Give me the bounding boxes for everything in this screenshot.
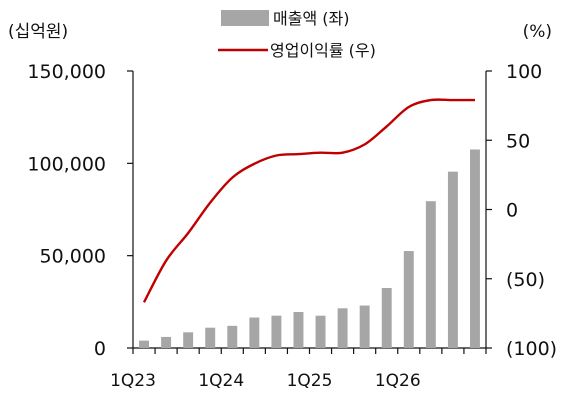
- revenue-bar: [359, 305, 370, 348]
- operating-margin-line: [142, 98, 475, 303]
- revenue-bar: [227, 325, 238, 348]
- x-axis-ticks: 1Q23 1Q24 1Q25 1Q26: [110, 348, 487, 391]
- left-unit-label: (십억원): [8, 22, 68, 42]
- x-tick-label: 1Q24: [198, 371, 244, 391]
- revenue-bar: [249, 317, 260, 348]
- legend: 매출액 (좌) 영업이익률 (우): [218, 9, 376, 60]
- revenue-bar: [271, 315, 282, 348]
- revenue-bar: [161, 336, 172, 348]
- legend-bar-swatch: [221, 10, 269, 26]
- right-tick-label: (50): [506, 269, 545, 291]
- revenue-bar: [315, 315, 326, 348]
- x-tick-label: 1Q26: [375, 371, 421, 391]
- left-axis-ticks: 0 50,000 100,000 150,000: [27, 61, 133, 360]
- left-tick-label: 150,000: [27, 61, 106, 83]
- revenue-bar: [381, 287, 392, 348]
- revenue-bar: [293, 311, 304, 348]
- left-tick-label: 0: [94, 338, 106, 360]
- revenue-bar: [337, 308, 348, 348]
- revenue-bars: [139, 149, 480, 348]
- right-tick-label: 50: [506, 130, 530, 152]
- right-tick-label: 0: [506, 200, 518, 222]
- x-tick-label: 1Q23: [110, 371, 156, 391]
- revenue-bar: [183, 332, 194, 348]
- legend-line-label: 영업이익률 (우): [270, 41, 376, 60]
- revenue-bar: [403, 251, 414, 348]
- left-tick-label: 50,000: [40, 246, 106, 268]
- revenue-bar: [205, 327, 216, 348]
- right-tick-label: (100): [506, 338, 557, 360]
- right-tick-label: 100: [506, 61, 542, 83]
- revenue-bar: [447, 171, 458, 348]
- right-unit-label: (%): [523, 22, 552, 42]
- x-tick-label: 1Q25: [287, 371, 333, 391]
- right-axis-ticks: (100) (50) 0 50 100: [486, 61, 557, 360]
- legend-bar-label: 매출액 (좌): [273, 9, 349, 28]
- revenue-bar: [139, 340, 149, 348]
- revenue-bar: [425, 201, 436, 348]
- margin-line-group: [142, 98, 475, 303]
- left-tick-label: 100,000: [27, 153, 106, 175]
- revenue-bar: [470, 149, 480, 348]
